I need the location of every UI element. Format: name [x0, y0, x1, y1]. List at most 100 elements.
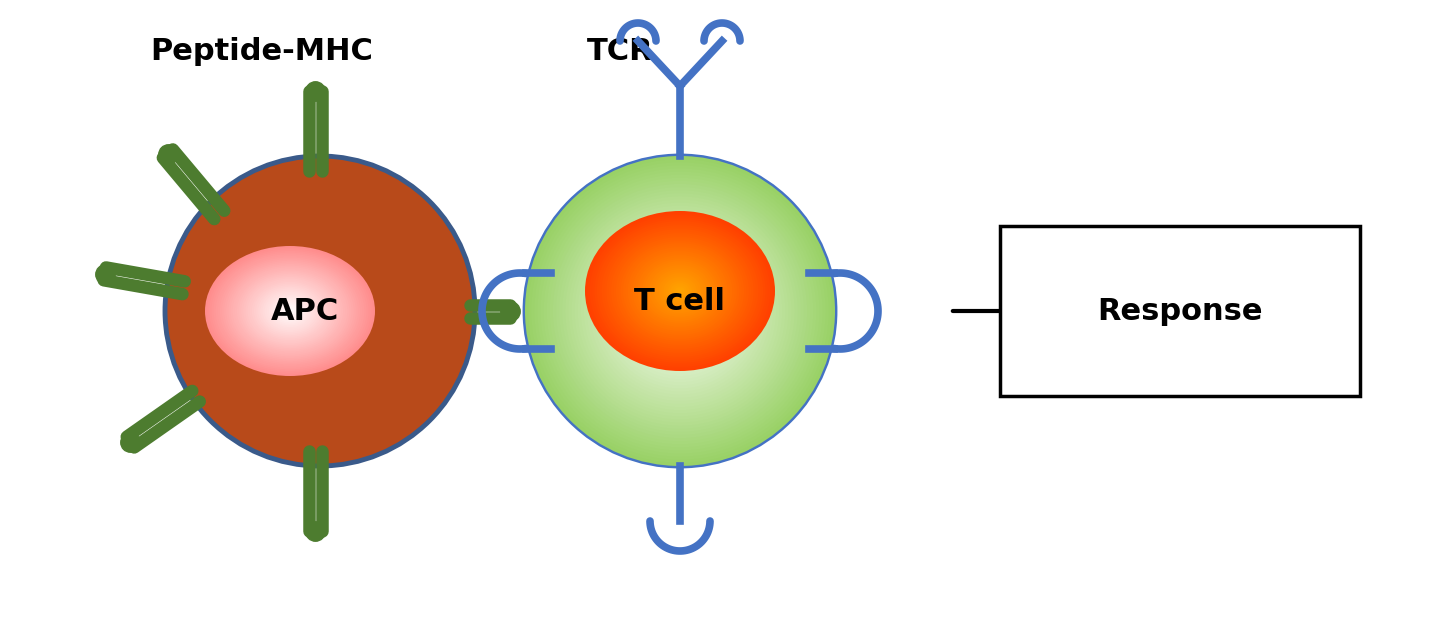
Circle shape [556, 187, 804, 435]
Circle shape [652, 283, 708, 339]
Text: Peptide-MHC: Peptide-MHC [150, 37, 373, 65]
Ellipse shape [671, 283, 690, 299]
Ellipse shape [245, 277, 334, 345]
Ellipse shape [252, 282, 328, 340]
Ellipse shape [261, 288, 320, 333]
Ellipse shape [628, 247, 733, 335]
Ellipse shape [240, 274, 338, 348]
Ellipse shape [236, 270, 343, 351]
Circle shape [559, 190, 801, 432]
Ellipse shape [675, 287, 685, 295]
Circle shape [550, 181, 811, 441]
Circle shape [609, 240, 752, 383]
Ellipse shape [661, 275, 698, 307]
Circle shape [596, 227, 763, 395]
Circle shape [628, 258, 733, 364]
Circle shape [624, 255, 736, 367]
Circle shape [569, 199, 792, 423]
Circle shape [588, 218, 773, 404]
Circle shape [562, 193, 798, 428]
Circle shape [547, 178, 814, 444]
Ellipse shape [649, 265, 711, 317]
Circle shape [590, 221, 770, 401]
Circle shape [661, 292, 698, 330]
Ellipse shape [621, 241, 739, 341]
Ellipse shape [253, 283, 325, 338]
Circle shape [639, 271, 720, 351]
Ellipse shape [249, 280, 330, 342]
Ellipse shape [642, 259, 719, 323]
Ellipse shape [212, 251, 369, 371]
Circle shape [540, 171, 819, 450]
Ellipse shape [602, 225, 759, 357]
Ellipse shape [651, 267, 708, 315]
Ellipse shape [275, 299, 305, 322]
Circle shape [553, 184, 806, 438]
Ellipse shape [632, 251, 727, 331]
Ellipse shape [226, 262, 354, 360]
Ellipse shape [235, 269, 346, 353]
Ellipse shape [599, 223, 760, 359]
Circle shape [649, 280, 711, 342]
Ellipse shape [644, 261, 716, 321]
Ellipse shape [225, 261, 356, 361]
Ellipse shape [265, 291, 315, 330]
Ellipse shape [239, 272, 341, 350]
Ellipse shape [638, 255, 723, 327]
Circle shape [655, 286, 704, 336]
Circle shape [621, 252, 739, 370]
Circle shape [677, 308, 683, 314]
Circle shape [664, 296, 696, 327]
Ellipse shape [590, 215, 770, 367]
Circle shape [674, 305, 687, 317]
Ellipse shape [220, 257, 360, 365]
Ellipse shape [596, 221, 763, 361]
Bar [999, 226, 1359, 396]
Text: APC: APC [271, 296, 340, 325]
Ellipse shape [216, 254, 364, 368]
Circle shape [583, 215, 776, 407]
Circle shape [647, 277, 714, 345]
Ellipse shape [668, 281, 691, 301]
Ellipse shape [664, 277, 697, 305]
Ellipse shape [217, 256, 363, 366]
Circle shape [642, 274, 717, 348]
Circle shape [631, 261, 730, 361]
Ellipse shape [258, 287, 323, 335]
Ellipse shape [269, 295, 311, 327]
Circle shape [577, 209, 782, 414]
Ellipse shape [222, 259, 359, 363]
Ellipse shape [616, 237, 744, 345]
Circle shape [612, 243, 749, 379]
Ellipse shape [611, 233, 749, 349]
Ellipse shape [209, 249, 370, 373]
Ellipse shape [243, 275, 337, 347]
Ellipse shape [647, 263, 713, 319]
Circle shape [615, 246, 744, 376]
Ellipse shape [658, 273, 701, 309]
Text: TCR: TCR [586, 37, 654, 65]
Ellipse shape [635, 253, 726, 329]
Circle shape [528, 159, 832, 463]
Ellipse shape [618, 239, 742, 343]
Circle shape [534, 165, 825, 456]
Circle shape [593, 224, 768, 398]
Circle shape [599, 230, 760, 392]
Circle shape [572, 202, 789, 420]
Circle shape [166, 156, 475, 466]
Ellipse shape [672, 285, 687, 297]
Ellipse shape [281, 304, 298, 317]
Ellipse shape [279, 303, 301, 319]
Ellipse shape [639, 257, 720, 325]
Ellipse shape [266, 293, 314, 329]
Ellipse shape [207, 248, 373, 374]
Circle shape [575, 206, 785, 417]
Ellipse shape [229, 264, 351, 358]
Ellipse shape [284, 306, 297, 316]
Ellipse shape [256, 285, 324, 337]
Circle shape [618, 249, 742, 373]
Ellipse shape [230, 266, 350, 356]
Ellipse shape [271, 296, 310, 325]
Ellipse shape [285, 308, 294, 314]
Ellipse shape [606, 229, 753, 353]
